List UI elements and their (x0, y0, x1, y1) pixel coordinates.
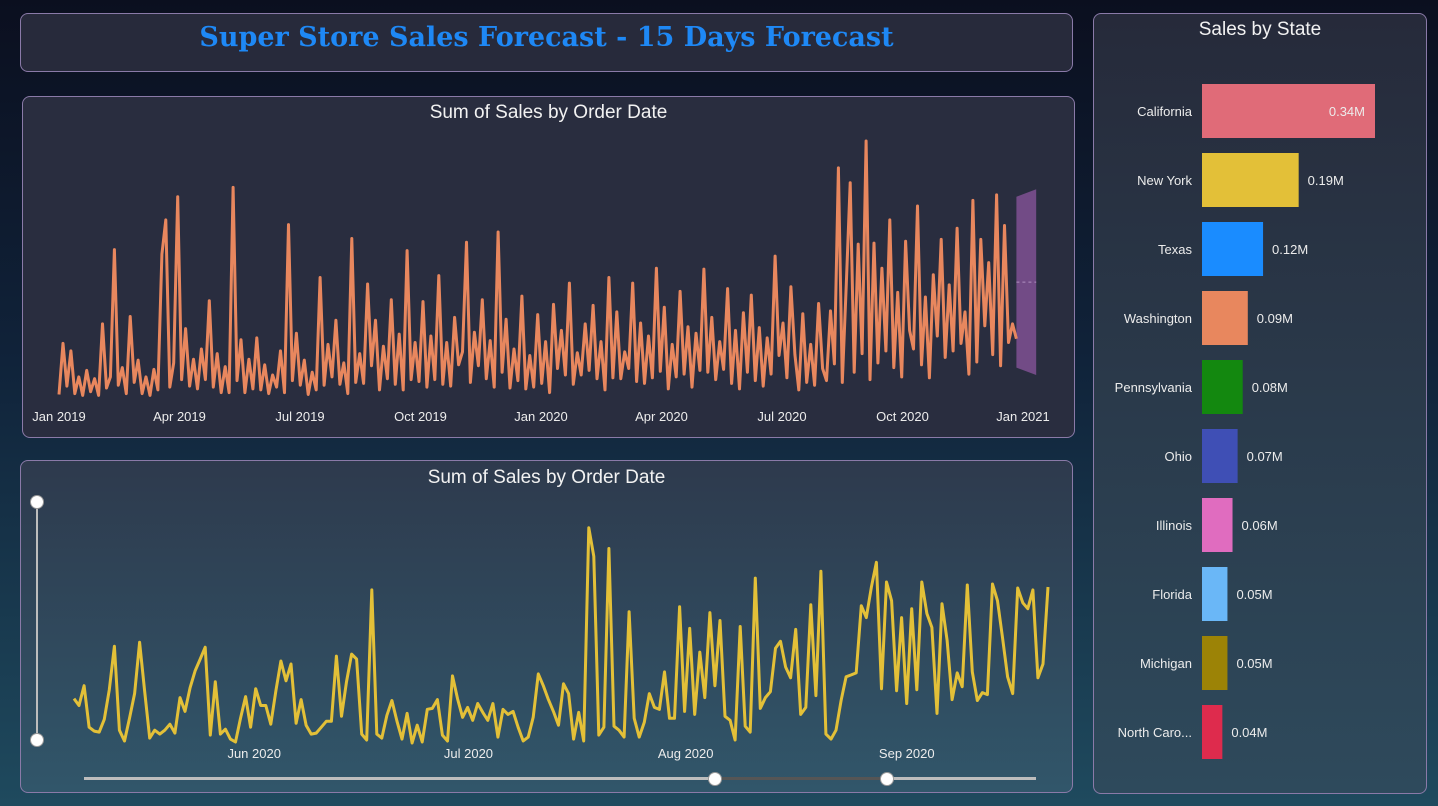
state-value-label: 0.05M (1236, 656, 1272, 671)
state-label: California (1137, 104, 1193, 119)
sales-zoom-plot: Jun 2020 Jul 2020 Aug 2020 Sep 2020 (72, 526, 1050, 761)
x-range-slider-end-handle[interactable] (880, 772, 894, 786)
x-axis-tick-label: Apr 2019 (153, 409, 206, 424)
y-range-slider-top-handle[interactable] (30, 495, 44, 509)
forecast-confidence-band[interactable] (1016, 189, 1037, 375)
x-range-slider-start-handle[interactable] (708, 772, 722, 786)
x-axis-tick-label: Oct 2019 (394, 409, 447, 424)
x-axis-tick-label: Aug 2020 (658, 746, 714, 761)
x-range-slider-track[interactable] (84, 777, 1036, 780)
x-axis-tick-label: Jan 2020 (514, 409, 568, 424)
state-label: North Caro... (1118, 725, 1192, 740)
state-bar[interactable] (1202, 360, 1243, 414)
state-value-label: 0.08M (1252, 380, 1288, 395)
x-axis-tick-label: Jul 2020 (757, 409, 806, 424)
sales-series-line[interactable] (72, 526, 1050, 745)
state-value-label: 0.19M (1308, 173, 1344, 188)
state-label: Florida (1152, 587, 1193, 602)
state-bar[interactable] (1202, 429, 1238, 483)
title-panel: Super Store Sales Forecast - 15 Days For… (20, 13, 1073, 72)
state-bar[interactable] (1202, 498, 1233, 552)
state-value-label: 0.04M (1231, 725, 1267, 740)
state-label: Washington (1124, 311, 1192, 326)
y-range-slider-bottom-handle[interactable] (30, 733, 44, 747)
x-axis-tick-label: Apr 2020 (635, 409, 688, 424)
state-label: Texas (1158, 242, 1192, 257)
x-axis-tick-label: Jan 2019 (32, 409, 86, 424)
state-bar[interactable] (1202, 567, 1228, 621)
state-value-label: 0.05M (1236, 587, 1272, 602)
state-bar[interactable] (1202, 84, 1375, 138)
state-label: Michigan (1140, 656, 1192, 671)
state-value-label: 0.12M (1272, 242, 1308, 257)
sales-trend-plot: Jan 2019 Apr 2019 Jul 2019 Oct 2019 Jan 2020… (32, 139, 1050, 424)
state-bar[interactable] (1202, 153, 1299, 207)
state-label: Ohio (1165, 449, 1192, 464)
y-range-slider-track[interactable] (36, 501, 38, 740)
state-label: Pennsylvania (1115, 380, 1193, 395)
chart-title: Sum of Sales by Order Date (429, 102, 668, 123)
state-bar[interactable] (1202, 636, 1228, 690)
state-bar[interactable] (1202, 291, 1248, 345)
state-value-label: 0.06M (1242, 518, 1278, 533)
x-axis-tick-label: Jul 2020 (444, 746, 493, 761)
state-label: New York (1137, 173, 1192, 188)
state-bar[interactable] (1202, 705, 1223, 759)
sales-trend-chart[interactable]: Sum of Sales by Order Date Jan 2019 Apr 2… (22, 96, 1075, 438)
chart-title: Sum of Sales by Order Date (427, 467, 666, 488)
x-range-slider-selection (715, 777, 887, 780)
chart-title: Sales by State (1198, 19, 1322, 40)
state-value-label: 0.09M (1257, 311, 1293, 326)
x-axis-tick-label: Jan 2021 (996, 409, 1050, 424)
x-axis-tick-label: Sep 2020 (879, 746, 935, 761)
sales-by-state-chart[interactable]: Sales by State California 0.34M New York 0.… (1093, 13, 1427, 794)
sales-by-state-plot: California 0.34M New York 0.19M Texas 0.12M Wa… (1115, 84, 1375, 759)
state-label: Illinois (1156, 518, 1193, 533)
x-axis-tick-label: Jun 2020 (227, 746, 281, 761)
x-axis-tick-label: Oct 2020 (876, 409, 929, 424)
state-bar[interactable] (1202, 222, 1264, 276)
state-value-label: 0.34M (1329, 104, 1365, 119)
sales-zoom-chart[interactable]: Sum of Sales by Order Date Jun 2020 Jul 2… (20, 460, 1073, 793)
sales-series-line[interactable] (57, 139, 1018, 397)
x-axis-tick-label: Jul 2019 (275, 409, 324, 424)
state-value-label: 0.07M (1247, 449, 1283, 464)
page-title: Super Store Sales Forecast - 15 Days For… (199, 22, 894, 53)
